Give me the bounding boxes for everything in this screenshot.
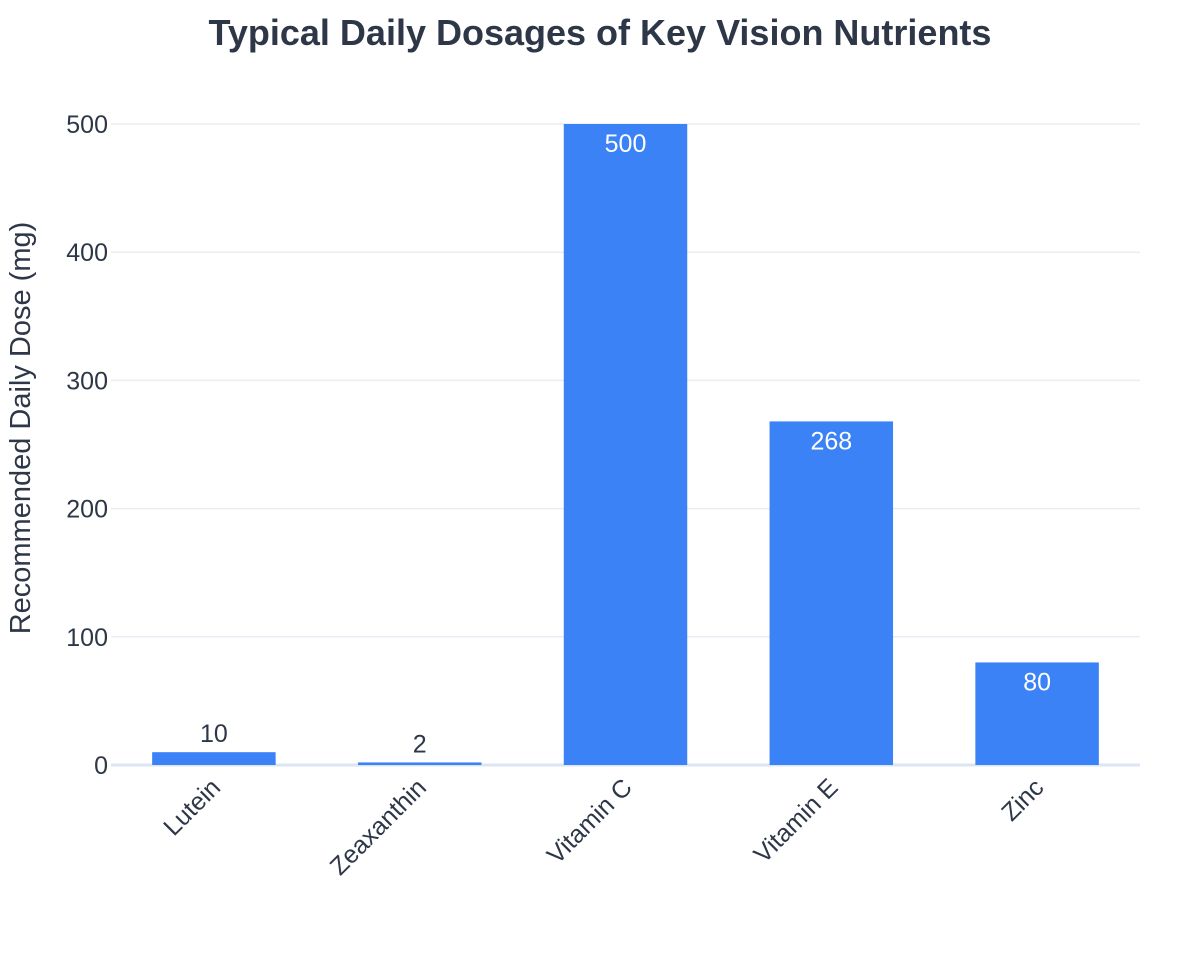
y-tick-label-200: 200: [66, 496, 108, 524]
bar-zinc[interactable]: [975, 662, 1099, 765]
x-axis-ticks: Lutein Zeaxanthin Vitamin C Vitamin E Zinc: [158, 773, 1049, 880]
bar-vitamin-e[interactable]: [769, 421, 894, 765]
x-tick-label-vitamin-e: Vitamin E: [748, 773, 843, 868]
bar-zeaxanthin[interactable]: [357, 762, 482, 765]
y-tick-label-500: 500: [66, 111, 108, 139]
x-tick-label-lutein: Lutein: [158, 773, 226, 841]
bar-vitamin-c[interactable]: [563, 124, 688, 765]
y-tick-label-0: 0: [94, 752, 108, 780]
y-axis-title: Recommended Daily Dose (mg): [5, 222, 37, 635]
value-label-lutein: 10: [200, 720, 228, 748]
value-label-vitamin-e: 268: [810, 427, 852, 455]
x-tick-label-vitamin-c: Vitamin C: [542, 773, 638, 869]
y-axis-ticks: 0 100 200 300 400 500: [66, 111, 108, 780]
value-label-vitamin-c: 500: [605, 130, 647, 158]
y-tick-label-400: 400: [66, 239, 108, 267]
y-tick-label-300: 300: [66, 367, 108, 395]
x-tick-label-zinc: Zinc: [996, 773, 1049, 826]
x-tick-label-zeaxanthin: Zeaxanthin: [325, 773, 432, 880]
bar-lutein[interactable]: [152, 752, 276, 765]
value-label-zeaxanthin: 2: [413, 730, 427, 758]
chart-title: Typical Daily Dosages of Key Vision Nutr…: [209, 12, 992, 53]
value-label-zinc: 80: [1023, 668, 1051, 696]
y-tick-label-100: 100: [66, 624, 108, 652]
bars: 10 2 500 268 80: [152, 124, 1099, 765]
